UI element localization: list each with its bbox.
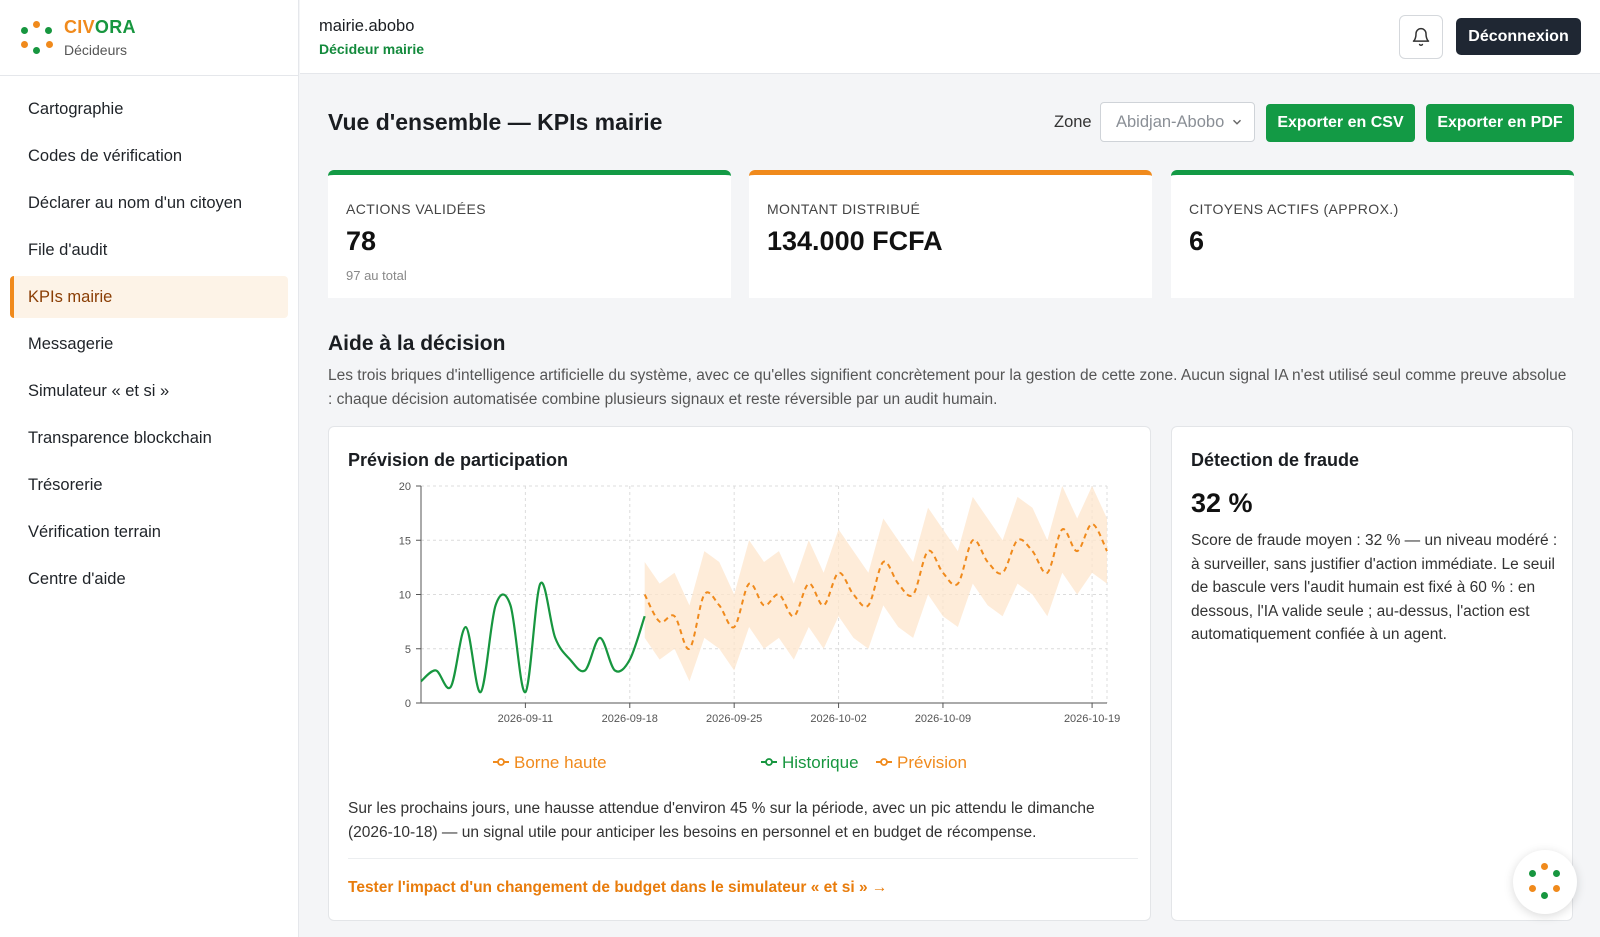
civora-logo-icon: [18, 19, 56, 57]
x-tick-label: 2026-09-11: [498, 713, 553, 725]
sidebar-item-3[interactable]: File d'audit: [28, 240, 108, 259]
user-role: Décideur mairie: [319, 41, 425, 57]
forecast-text: Sur les prochains jours, une hausse atte…: [348, 800, 1095, 841]
kpi-sub: 97 au total: [346, 268, 407, 283]
simulator-link[interactable]: Tester l'impact d'un changement de budge…: [348, 879, 888, 896]
y-tick-label: 0: [405, 698, 411, 710]
y-tick-label: 20: [399, 481, 411, 493]
zone-select-value: Abidjan-Abobo: [1116, 112, 1225, 131]
kpi-card-montant: MONTANT DISTRIBUÉ 134.000 FCFA: [749, 170, 1152, 298]
assistant-fab[interactable]: [1513, 850, 1577, 914]
x-tick-label: 2026-09-18: [602, 713, 658, 725]
y-tick-label: 10: [399, 590, 411, 602]
fraud-text: Score de fraude moyen : 32 % — un niveau…: [1191, 532, 1558, 643]
kpi-value: 134.000 FCFA: [767, 226, 943, 256]
page-title: Vue d'ensemble — KPIs mairie: [328, 109, 663, 135]
kpi-value: 78: [346, 226, 377, 256]
forecast-chart: 0 5 10 15 20 2026-09-11 2026-09-18 2026-09-25 20…: [399, 481, 1120, 772]
kpi-label: MONTANT DISTRIBUÉ: [767, 201, 921, 217]
sidebar: CIVORA Décideurs Cartographie Codes de vé…: [0, 0, 299, 937]
sidebar-nav: Cartographie Codes de vérification Déclare…: [0, 76, 298, 600]
forecast-panel: Prévision de participation 0 5 10 15 20 2026-…: [328, 426, 1151, 921]
bell-icon: [1412, 27, 1430, 47]
fraud-title: Détection de fraude: [1191, 450, 1360, 470]
zone-label: Zone: [1054, 113, 1092, 131]
kpi-label: CITOYENS ACTIFS (APPROX.): [1189, 201, 1399, 217]
legend-marker-dot: [880, 758, 888, 766]
kpi-value: 6: [1189, 226, 1205, 256]
x-tick-label: 2026-09-25: [706, 713, 762, 725]
user-name: mairie.abobo: [319, 17, 415, 35]
brand[interactable]: CIVORA Décideurs: [0, 0, 298, 76]
series-line-prevision: [643, 522, 1108, 650]
export-csv-button[interactable]: Exporter en CSV: [1266, 104, 1415, 142]
brand-name: CIVORA: [64, 17, 136, 37]
sidebar-item-10[interactable]: Centre d'aide: [28, 569, 126, 588]
sidebar-item-5[interactable]: Messagerie: [28, 334, 114, 353]
zone-select[interactable]: Abidjan-Abobo: [1100, 102, 1255, 142]
legend-label: Prévision: [897, 753, 967, 772]
sidebar-item-1[interactable]: Codes de vérification: [28, 146, 183, 165]
confidence-band: [644, 486, 1107, 682]
x-tick-label: 2026-10-02: [810, 713, 866, 725]
fraud-panel: Détection de fraude 32 % Score de fraude…: [1171, 426, 1573, 921]
brand-subtitle: Décideurs: [64, 42, 128, 58]
x-tick-label: 2026-10-19: [1064, 713, 1120, 725]
legend-marker-dot: [497, 758, 505, 766]
series-line-historique: [420, 581, 646, 694]
sidebar-item-8[interactable]: Trésorerie: [28, 475, 103, 494]
legend-label: Historique: [782, 753, 859, 772]
sidebar-item-9[interactable]: Vérification terrain: [28, 522, 161, 541]
topbar: mairie.abobo Décideur mairie Déconnexion: [300, 0, 1600, 74]
fraud-score: 32 %: [1191, 488, 1253, 518]
section-description: Les trois briques d'intelligence artific…: [328, 367, 1567, 408]
legend-marker-dot: [765, 758, 773, 766]
divider: [348, 858, 1138, 859]
sidebar-item-4[interactable]: KPIs mairie: [10, 276, 288, 318]
kpi-label: ACTIONS VALIDÉES: [346, 201, 486, 217]
forecast-title: Prévision de participation: [348, 450, 569, 470]
sidebar-item-6[interactable]: Simulateur « et si »: [28, 381, 170, 400]
chevron-down-icon: [1232, 119, 1242, 125]
kpi-card-citoyens: CITOYENS ACTIFS (APPROX.) 6: [1171, 170, 1574, 298]
x-tick-label: 2026-10-09: [915, 713, 971, 725]
legend-label: Borne haute: [514, 753, 607, 772]
kpi-card-actions: ACTIONS VALIDÉES 78 97 au total: [328, 170, 731, 298]
notifications-button[interactable]: [1399, 15, 1443, 59]
export-pdf-button[interactable]: Exporter en PDF: [1426, 104, 1574, 142]
sidebar-item-2[interactable]: Déclarer au nom d'un citoyen: [28, 193, 243, 212]
section-title: Aide à la décision: [328, 332, 506, 355]
logout-button[interactable]: Déconnexion: [1456, 18, 1581, 55]
y-tick-label: 15: [399, 535, 411, 547]
sidebar-item-0[interactable]: Cartographie: [28, 99, 124, 118]
y-tick-label: 5: [405, 644, 411, 656]
sidebar-item-7[interactable]: Transparence blockchain: [28, 428, 212, 447]
